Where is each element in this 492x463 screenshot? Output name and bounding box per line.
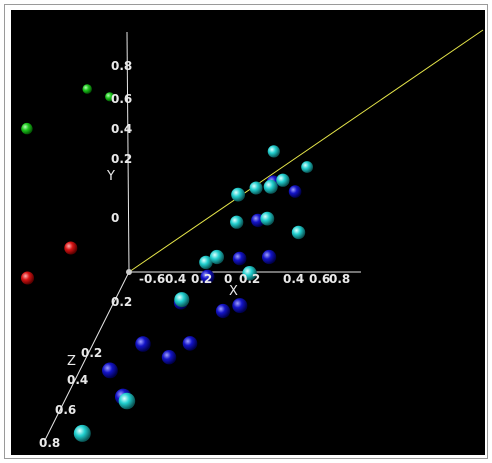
z-tick: 0.2 — [81, 346, 102, 360]
origin-marker — [126, 269, 132, 275]
x-tick: 0.8 — [329, 272, 350, 286]
plot-frame: -0.6 0.4 0.2 0 0.2 0.4 0.6 0.8 X 0.8 0.6… — [0, 4, 488, 459]
data-point — [209, 249, 224, 265]
data-point — [231, 187, 246, 202]
data-point — [242, 266, 257, 281]
y-tick: 0.2 — [111, 152, 132, 166]
data-point — [230, 215, 244, 229]
data-point — [182, 336, 198, 351]
x-tick: 0.6 — [309, 272, 330, 286]
y-axis-line — [126, 31, 130, 273]
data-point — [291, 225, 306, 240]
x-tick: 0.4 — [283, 272, 304, 286]
y-axis-ticks: 0.8 0.6 0.4 0.2 0 0.2 — [111, 59, 132, 309]
z-tick: 0.6 — [55, 403, 76, 417]
x-tick: 0.2 — [239, 272, 260, 286]
y-tick: 0.4 — [111, 122, 132, 136]
data-point — [105, 92, 115, 102]
data-point — [200, 269, 215, 284]
z-axis-line — [44, 271, 130, 441]
data-point — [276, 173, 290, 187]
x-tick: 0.2 — [191, 272, 212, 286]
data-point — [174, 292, 190, 308]
data-point — [161, 350, 177, 365]
y-tick: 0.2 — [111, 295, 132, 309]
data-point — [21, 122, 33, 135]
y-axis-label: Y — [106, 169, 115, 184]
data-points — [0, 84, 313, 442]
y-tick: 0 — [111, 211, 119, 225]
data-point — [263, 179, 278, 194]
x-axis-label: X — [229, 284, 238, 299]
data-point — [82, 84, 92, 94]
scatter-3d-plot: -0.6 0.4 0.2 0 0.2 0.4 0.6 0.8 X 0.8 0.6… — [0, 29, 484, 450]
z-tick: 0.4 — [67, 373, 88, 387]
data-point — [21, 271, 34, 285]
x-tick: 0.4 — [165, 272, 186, 286]
y-tick: 0.6 — [111, 92, 132, 106]
x-axis-ticks: -0.6 0.4 0.2 0 0.2 0.4 0.6 0.8 — [139, 272, 350, 286]
x-tick: 0 — [224, 272, 232, 286]
data-point — [288, 185, 302, 198]
reference-line — [128, 29, 484, 273]
data-point — [301, 161, 313, 173]
data-point — [232, 251, 247, 266]
data-point — [102, 362, 118, 379]
data-point — [267, 145, 280, 158]
z-tick: 0.8 — [39, 436, 60, 450]
data-point — [215, 303, 231, 319]
data-point — [249, 181, 263, 195]
z-axis-label: Z — [67, 354, 76, 369]
y-tick: 0.8 — [111, 59, 132, 73]
data-point — [262, 249, 277, 265]
data-point — [199, 255, 213, 270]
plot-viewport[interactable]: -0.6 0.4 0.2 0 0.2 0.4 0.6 0.8 X 0.8 0.6… — [0, 10, 485, 455]
data-point — [73, 424, 91, 442]
z-axis-ticks: 0.2 0.4 0.6 0.8 — [39, 346, 102, 450]
data-point — [118, 392, 136, 410]
data-point — [64, 241, 78, 255]
data-point — [232, 298, 248, 314]
data-point — [260, 211, 275, 226]
data-point — [135, 336, 151, 352]
x-tick: -0.6 — [139, 272, 165, 286]
